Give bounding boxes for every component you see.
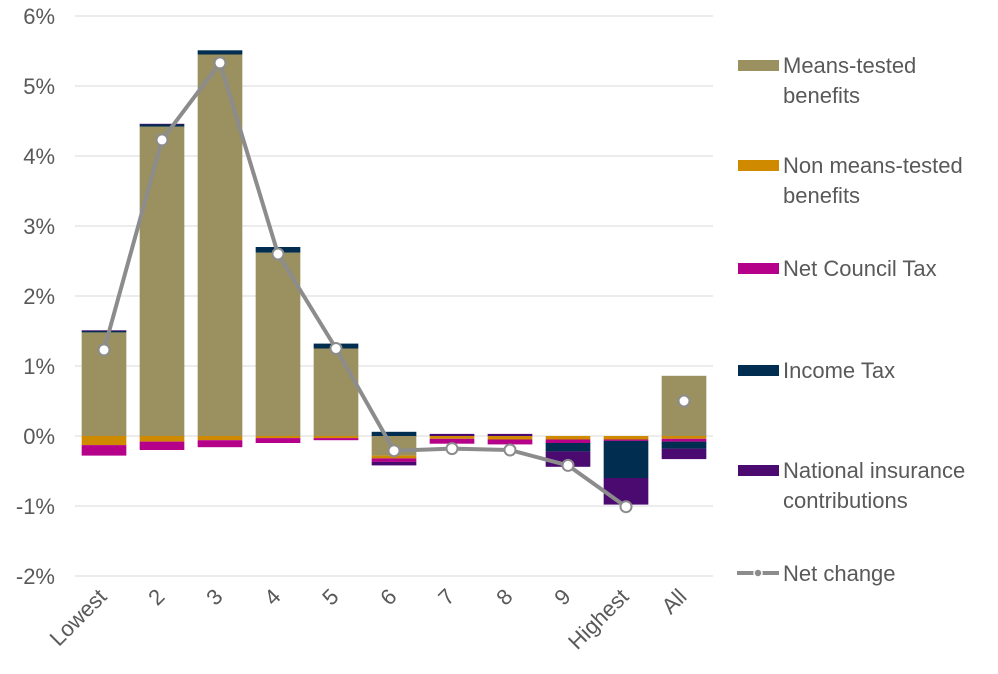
legend-label: Net Council Tax [783,256,937,281]
x-tick-label: 3 [201,584,227,610]
x-tick-label: Highest [563,584,633,654]
legend: Means-tested benefits Non means-tested bene… [737,53,965,586]
x-tick-label: 8 [491,584,517,610]
bar-segment [197,50,243,55]
net-change-point [619,500,633,514]
bar-segment [371,458,417,462]
legend-swatch [738,60,779,71]
net-change-path [102,60,628,509]
net-change-point [155,133,169,147]
net-change-point [677,394,691,408]
legend-label: contributions [783,488,908,513]
bar-segment [661,436,707,439]
bar-segment [313,438,359,441]
bar-segment [545,436,591,440]
net-change-point [561,458,575,472]
bar-segment [255,438,301,443]
legend-swatch [738,263,779,274]
y-tick-label: 2% [23,284,55,309]
bar-segment [487,439,533,445]
net-change-point [503,443,517,457]
y-tick-label: 4% [23,144,55,169]
bar-segment [81,330,127,331]
legend-swatch [738,465,779,476]
net-change-line [97,56,691,514]
bar-segment [197,440,243,448]
bar-segment [545,439,591,443]
bar-segment [139,436,185,442]
bar-segment [81,436,127,446]
bar-segment [429,438,475,444]
bar-segment [603,439,649,441]
bar-segment [197,436,243,441]
bar-segment [603,436,649,440]
x-tick-label: 2 [143,584,169,610]
bar-segment [371,431,417,436]
y-tick-label: -2% [16,564,55,589]
y-tick-label: 1% [23,354,55,379]
bars [81,50,707,505]
legend-label: National insurance [783,458,965,483]
legend-swatch [738,365,779,376]
bar-segment [603,478,649,505]
x-tick-label: 6 [375,584,401,610]
bar-segment [661,438,707,442]
x-tick-label: 9 [549,584,575,610]
net-change-point [97,343,111,357]
net-change-point [387,444,401,458]
bar-segment [603,440,649,478]
x-tick-label: 5 [317,584,343,610]
bar-segment [139,441,185,450]
y-tick-label: 5% [23,74,55,99]
bar-segment [661,448,707,460]
y-tick-label: 0% [23,424,55,449]
bar-segment [81,445,127,456]
y-tick-label: 6% [23,4,55,29]
legend-label: benefits [783,83,860,108]
bar-segment [139,124,185,127]
bar-segment [255,436,301,439]
bar-segment [487,436,533,440]
bar-segment [81,331,127,333]
bar-segment [429,436,475,439]
legend-marker [753,568,763,578]
legend-label: Net change [783,561,896,586]
bar-segment [313,348,359,436]
bar-segment [545,443,591,452]
net-change-point [329,342,343,355]
bar-segment [429,433,475,436]
net-change-point [213,56,227,70]
x-tick-label: All [657,584,692,619]
legend-label: Means-tested [783,53,916,78]
net-change-point [271,247,285,261]
legend-label: benefits [783,183,860,208]
x-tick-label: 4 [259,584,285,610]
x-tick-label: Lowest [45,584,112,651]
bar-segment [139,126,185,436]
bar-segment [313,436,359,439]
legend-label: Income Tax [783,358,895,383]
bar-segment [487,433,533,436]
x-tick-label: 7 [433,584,459,610]
bar-segment [139,123,185,125]
bar-segment [255,252,301,436]
legend-swatch [738,160,779,171]
bar-segment [371,461,417,466]
y-tick-label: 3% [23,214,55,239]
y-tick-label: -1% [16,494,55,519]
y-axis-ticks: -2% -1% 0% 1% 2% 3% 4% 5% 6% [16,4,55,589]
net-change-point [445,442,459,456]
legend-label: Non means-tested [783,153,963,178]
bar-segment [661,441,707,449]
